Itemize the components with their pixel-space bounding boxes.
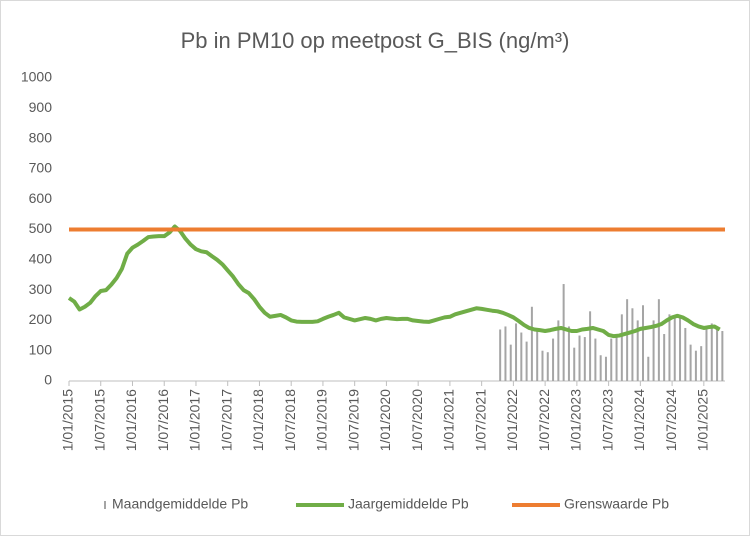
x-tick-label: 1/07/2024: [663, 389, 679, 451]
bar: [689, 344, 692, 381]
bar: [536, 329, 539, 381]
y-tick-label: 600: [29, 190, 53, 206]
x-tick-label: 1/01/2023: [568, 389, 584, 451]
bar: [694, 350, 697, 381]
x-tick-label: 1/01/2025: [695, 389, 711, 451]
bar: [710, 323, 713, 381]
bar: [663, 334, 666, 381]
bar: [684, 327, 687, 381]
x-tick-label: 1/07/2020: [409, 389, 425, 451]
bar: [594, 338, 597, 381]
y-tick-label: 300: [29, 281, 53, 297]
y-tick-label: 1000: [21, 69, 52, 85]
x-tick-label: 1/01/2019: [314, 389, 330, 451]
bar: [546, 352, 549, 381]
bar: [679, 315, 682, 381]
bar: [705, 326, 708, 381]
legend-label: Grenswaarde Pb: [564, 496, 669, 512]
bar: [647, 356, 650, 381]
bar: [573, 347, 576, 381]
y-tick-label: 500: [29, 220, 53, 236]
bar: [716, 329, 719, 381]
bar: [604, 356, 607, 381]
x-tick-label: 1/01/2024: [631, 389, 647, 451]
bar: [626, 299, 629, 381]
y-tick-label: 900: [29, 99, 53, 115]
x-tick-label: 1/01/2021: [441, 389, 457, 451]
x-tick-label: 1/01/2018: [250, 389, 266, 451]
bar: [530, 306, 533, 381]
y-tick-label: 200: [29, 311, 53, 327]
bar: [668, 314, 671, 381]
chart-title: Pb in PM10 op meetpost G_BIS (ng/m³): [181, 28, 570, 53]
x-tick-label: 1/07/2021: [472, 389, 488, 451]
bar: [620, 314, 623, 381]
legend-label: Jaargemiddelde Pb: [348, 496, 469, 512]
bar: [610, 338, 613, 381]
bar: [673, 317, 676, 381]
bar: [615, 335, 618, 381]
bar: [567, 326, 570, 381]
x-tick-label: 1/07/2018: [282, 389, 298, 451]
y-tick-label: 400: [29, 251, 53, 267]
x-tick-label: 1/01/2016: [123, 389, 139, 451]
bar: [636, 320, 639, 381]
bar: [652, 320, 655, 381]
x-tick-label: 1/07/2015: [91, 389, 107, 451]
bar: [509, 344, 512, 381]
bar: [631, 308, 634, 381]
bar: [599, 355, 602, 381]
bar: [721, 331, 724, 381]
bar: [504, 326, 507, 381]
legend-label: Maandgemiddelde Pb: [112, 496, 248, 512]
x-tick-label: 1/07/2023: [599, 389, 615, 451]
bar: [499, 329, 502, 381]
bar: [657, 299, 660, 381]
bar: [541, 350, 544, 381]
x-tick-label: 1/07/2016: [155, 389, 171, 451]
x-tick-label: 1/01/2020: [377, 389, 393, 451]
x-tick-label: 1/07/2017: [218, 389, 234, 451]
bar: [557, 320, 560, 381]
bar: [700, 346, 703, 381]
x-tick-label: 1/07/2022: [536, 389, 552, 451]
bar: [520, 332, 523, 381]
bar: [552, 338, 555, 381]
y-tick-label: 700: [29, 160, 53, 176]
bar: [562, 284, 565, 381]
y-tick-label: 100: [29, 341, 53, 357]
x-tick-label: 1/01/2022: [504, 389, 520, 451]
x-tick-label: 1/01/2017: [187, 389, 203, 451]
bar: [589, 311, 592, 381]
y-tick-label: 800: [29, 129, 53, 145]
bar: [642, 305, 644, 381]
x-tick-label: 1/07/2019: [345, 389, 361, 451]
bar: [583, 337, 586, 381]
bar: [578, 335, 581, 381]
legend-marker: [104, 501, 106, 509]
bar: [515, 323, 518, 381]
y-tick-label: 0: [44, 372, 52, 388]
x-tick-label: 1/01/2015: [60, 389, 76, 451]
bar: [525, 341, 528, 381]
